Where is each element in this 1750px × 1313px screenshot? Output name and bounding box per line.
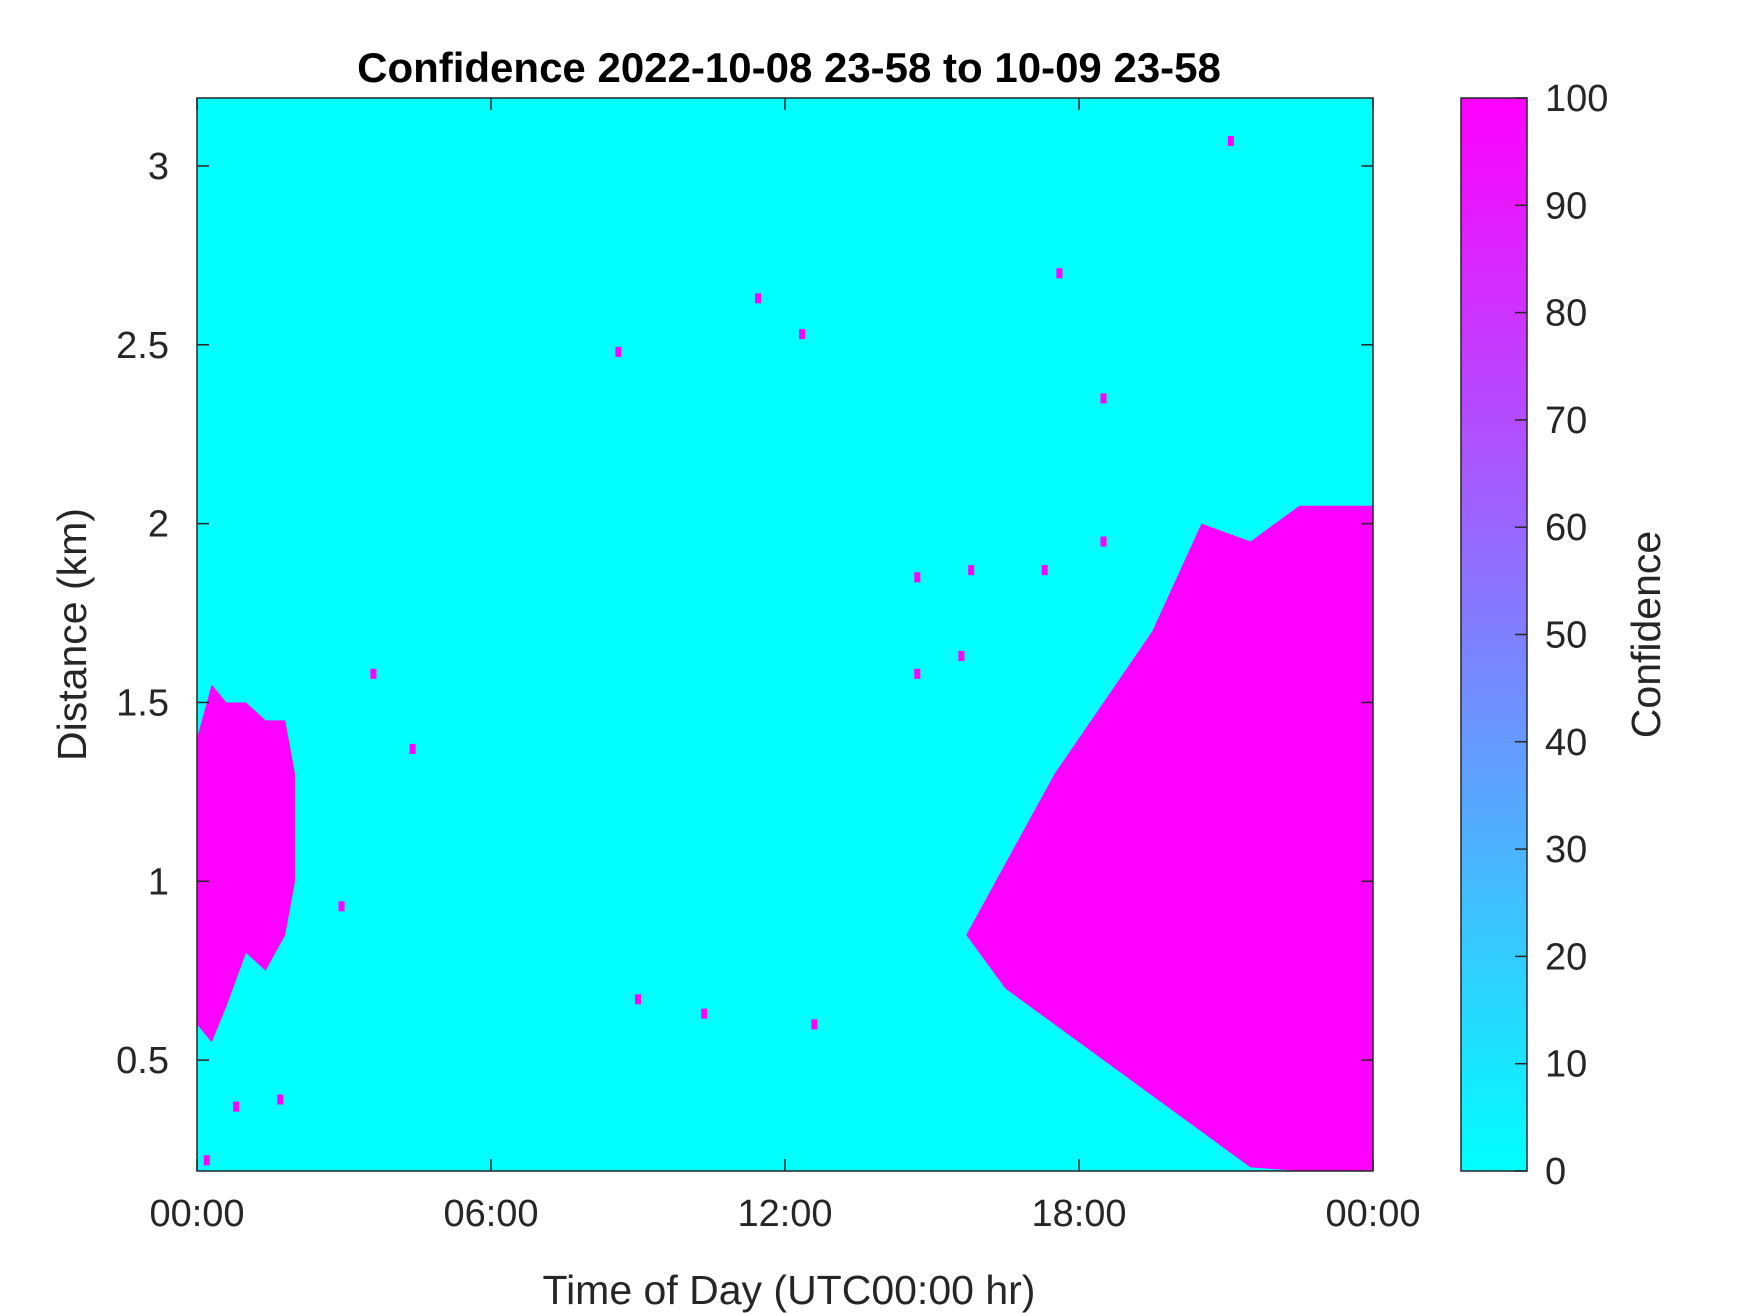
colorbar-tick-label: 60 [1545, 507, 1587, 549]
colorbar-tick-label: 40 [1545, 722, 1587, 764]
colorbar-tick-label: 100 [1545, 78, 1608, 120]
colorbar: 0 10 20 30 40 50 60 70 80 90 100 Confidence [1460, 78, 1669, 1193]
isolated-point [1056, 268, 1063, 279]
colorbar-tick-label: 80 [1545, 293, 1587, 335]
y-tick-label: 1 [148, 861, 169, 903]
isolated-point [1227, 135, 1234, 146]
isolated-point [1100, 536, 1107, 547]
x-tick-label: 06:00 [443, 1193, 538, 1235]
isolated-point [811, 1019, 818, 1030]
isolated-point [701, 1008, 708, 1019]
colorbar-ticks: 0 10 20 30 40 50 60 70 80 90 100 [1515, 78, 1608, 1193]
y-axis-ticks: 0.5 1 1.5 2 2.5 3 [116, 146, 1373, 1082]
isolated-point [409, 743, 416, 754]
x-axis-ticks: 00:00 06:00 12:00 18:00 00:00 [149, 98, 1421, 1235]
isolated-point [968, 565, 975, 576]
isolated-point [914, 668, 921, 679]
chart-title: Confidence 2022-10-08 23-58 to 10-09 23-… [357, 44, 1221, 91]
isolated-point [958, 650, 965, 661]
region-evening [966, 505, 1373, 1171]
colorbar-tick-label: 10 [1545, 1044, 1587, 1086]
high-confidence-regions [197, 505, 1373, 1171]
isolated-point [1041, 565, 1048, 576]
isolated-point [635, 994, 641, 1005]
isolated-point [799, 329, 806, 340]
plot-area [196, 97, 1374, 1172]
isolated-point [338, 901, 345, 912]
colorbar-tick-label: 90 [1545, 185, 1587, 227]
isolated-point [203, 1155, 210, 1166]
y-axis-label: Distance (km) [49, 508, 95, 761]
isolated-point [1100, 393, 1107, 404]
isolated-point [277, 1094, 284, 1105]
isolated-point [615, 346, 622, 357]
x-axis-label: Time of Day (UTC00:00 hr) [543, 1267, 1036, 1313]
colorbar-tick-label: 70 [1545, 400, 1587, 442]
colorbar-tick-label: 0 [1545, 1151, 1566, 1193]
x-tick-label: 12:00 [737, 1193, 832, 1235]
y-tick-label: 3 [148, 146, 169, 188]
colorbar-tick-label: 20 [1545, 936, 1587, 978]
region-early-morning [197, 684, 295, 1043]
x-tick-label: 18:00 [1031, 1193, 1126, 1235]
y-tick-label: 2.5 [116, 325, 169, 367]
y-tick-label: 2 [148, 504, 169, 546]
isolated-point [233, 1101, 240, 1112]
isolated-point [370, 668, 377, 679]
colorbar-tick-label: 50 [1545, 615, 1587, 657]
isolated-high-points [203, 135, 1234, 1166]
y-tick-label: 0.5 [116, 1040, 169, 1082]
colorbar-tick-label: 30 [1545, 829, 1587, 871]
y-tick-label: 1.5 [116, 682, 169, 724]
isolated-point [755, 293, 762, 304]
x-tick-label: 00:00 [1325, 1193, 1420, 1235]
x-tick-label: 00:00 [149, 1193, 244, 1235]
colorbar-label: Confidence [1623, 531, 1669, 738]
isolated-point [914, 572, 921, 583]
